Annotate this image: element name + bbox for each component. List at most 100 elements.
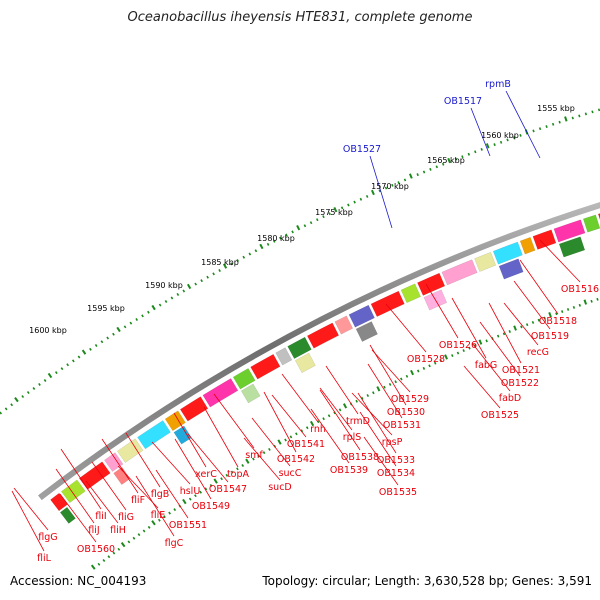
gene-label: rnh bbox=[310, 424, 326, 435]
inner-tick bbox=[107, 555, 111, 559]
scale-tick bbox=[480, 147, 483, 151]
inner-tick bbox=[543, 316, 546, 320]
gene-label: OB1526 bbox=[439, 340, 477, 351]
inner-tick bbox=[199, 490, 202, 494]
scale-tick bbox=[259, 243, 264, 250]
scale-tick bbox=[222, 263, 228, 269]
gene-label: topA bbox=[227, 469, 250, 480]
gene-label: xerC bbox=[195, 469, 217, 480]
scale-tick bbox=[21, 395, 25, 399]
gene-label: OB1525 bbox=[481, 410, 519, 421]
inner-tick bbox=[366, 394, 370, 398]
leader-line bbox=[471, 342, 511, 392]
gene-label: OB1547 bbox=[209, 484, 247, 495]
scale-tick bbox=[164, 300, 168, 303]
gene-label: OB1529 bbox=[391, 394, 429, 405]
gene-feature bbox=[287, 336, 312, 360]
inner-tick bbox=[473, 344, 477, 348]
inner-tick bbox=[531, 320, 535, 324]
scale-tick bbox=[485, 143, 490, 149]
gene-feature bbox=[275, 347, 293, 366]
inner-tick bbox=[289, 435, 293, 439]
leader-line bbox=[463, 365, 501, 409]
inner-tick bbox=[451, 354, 454, 358]
leader-line bbox=[11, 490, 45, 552]
gene-label: OB1535 bbox=[379, 487, 417, 498]
inner-tick bbox=[97, 562, 101, 566]
inner-tick bbox=[151, 520, 156, 526]
gene-feature bbox=[232, 367, 256, 390]
gene-label: OB1528 bbox=[407, 354, 445, 365]
kbp-scale-label: 1560 kbp bbox=[481, 131, 519, 140]
inner-tick bbox=[90, 564, 96, 570]
inner-tick bbox=[142, 529, 146, 533]
gene-label: smf bbox=[245, 450, 263, 461]
leader-line bbox=[213, 393, 255, 449]
scale-tick bbox=[200, 279, 203, 283]
leader-line bbox=[357, 392, 397, 454]
gene-feature bbox=[370, 290, 405, 317]
scale-tick bbox=[371, 189, 375, 196]
gene-feature bbox=[498, 258, 524, 280]
inner-tick bbox=[462, 349, 465, 353]
gene-label: OB1539 bbox=[330, 465, 368, 476]
scale-tick bbox=[340, 206, 344, 210]
scale-tick bbox=[43, 379, 47, 382]
gene-label: OB1517 bbox=[444, 96, 482, 107]
scale-tick bbox=[158, 303, 162, 307]
inner-tick bbox=[277, 439, 282, 445]
scale-tick bbox=[26, 391, 30, 395]
scale-tick bbox=[218, 269, 221, 272]
kbp-scale-label: 1590 kbp bbox=[145, 281, 183, 290]
scale-tick bbox=[591, 110, 594, 114]
inner-tick bbox=[342, 403, 348, 409]
inner-tick bbox=[422, 366, 426, 370]
inner-tick bbox=[338, 408, 342, 412]
inner-tick bbox=[394, 380, 397, 384]
topology-value: circular bbox=[322, 574, 367, 588]
scale-tick bbox=[230, 262, 233, 266]
kbp-scale-label: 1585 kbp bbox=[201, 258, 239, 267]
gene-feature bbox=[441, 259, 478, 286]
scale-tick bbox=[94, 344, 98, 348]
scale-tick bbox=[558, 120, 561, 124]
gene-feature bbox=[558, 236, 586, 258]
scale-tick bbox=[584, 112, 588, 116]
leader-line bbox=[319, 387, 353, 431]
inner-tick bbox=[355, 399, 358, 403]
leader-line bbox=[325, 365, 359, 415]
inner-tick bbox=[383, 385, 386, 389]
gene-label: flgC bbox=[165, 538, 184, 549]
inner-tick bbox=[333, 411, 336, 415]
scale-tick bbox=[151, 304, 156, 311]
scale-tick bbox=[328, 212, 331, 216]
gene-label: fliL bbox=[37, 553, 52, 564]
inner-tick bbox=[310, 420, 315, 427]
leader-line bbox=[173, 412, 207, 468]
inner-tick bbox=[188, 497, 192, 501]
scale-tick bbox=[316, 218, 319, 222]
gene-label: recG bbox=[527, 347, 549, 358]
inner-tick bbox=[300, 429, 304, 433]
inner-tick bbox=[120, 542, 126, 548]
inner-tick bbox=[194, 494, 197, 498]
inner-tick bbox=[502, 332, 506, 336]
leader-line bbox=[125, 432, 161, 488]
scale-tick bbox=[254, 249, 258, 253]
scale-tick bbox=[512, 136, 516, 140]
scale-tick bbox=[77, 355, 81, 359]
inner-tick bbox=[372, 391, 375, 395]
topology-label: Topology: bbox=[262, 574, 319, 588]
gene-label: rpmB bbox=[485, 79, 511, 90]
inner-tick bbox=[137, 533, 141, 537]
inner-tick bbox=[555, 312, 558, 316]
scale-tick bbox=[71, 359, 75, 363]
gene-label: sucC bbox=[279, 468, 302, 479]
leader-line bbox=[263, 391, 297, 453]
scale-tick bbox=[499, 140, 503, 144]
scale-tick bbox=[403, 178, 407, 182]
gene-feature bbox=[348, 304, 375, 328]
gene-label: OB1534 bbox=[377, 468, 415, 479]
scale-tick bbox=[212, 272, 215, 276]
inner-tick bbox=[537, 318, 540, 322]
